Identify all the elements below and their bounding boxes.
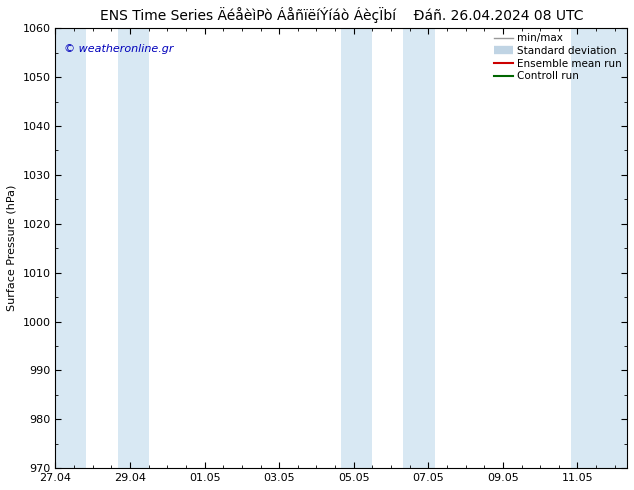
Bar — [403, 28, 435, 468]
Title: ENS Time Series ÄéåèìPò ÁåñïëíÝíáò ÁèçÏbí    Đáñ. 26.04.2024 08 UTC: ENS Time Series ÄéåèìPò ÁåñïëíÝíáò ÁèçÏb… — [100, 7, 583, 23]
Bar — [118, 28, 149, 468]
Bar — [571, 28, 627, 468]
Bar — [56, 28, 86, 468]
Legend: min/max, Standard deviation, Ensemble mean run, Controll run: min/max, Standard deviation, Ensemble me… — [492, 31, 624, 83]
Bar — [342, 28, 372, 468]
Y-axis label: Surface Pressure (hPa): Surface Pressure (hPa) — [7, 185, 17, 312]
Text: © weatheronline.gr: © weatheronline.gr — [64, 44, 174, 54]
